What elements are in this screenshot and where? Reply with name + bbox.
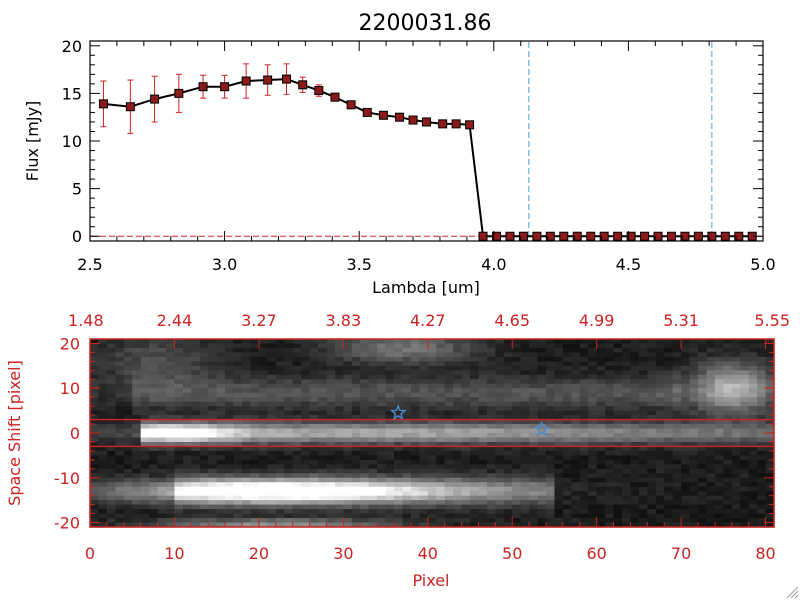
- data-point: [720, 231, 730, 241]
- top-axis-tick-label: 2.44: [157, 311, 193, 330]
- image-y-tick-label: 20: [60, 334, 80, 353]
- data-point: [330, 92, 340, 102]
- image-x-tick-label: 60: [586, 544, 606, 563]
- spectrum-series: [98, 63, 757, 241]
- data-point: [263, 75, 273, 85]
- y-tick-label: 20: [62, 37, 82, 56]
- data-point: [378, 110, 388, 120]
- data-point: [626, 231, 636, 241]
- data-point: [220, 82, 230, 92]
- image-y-tick-label: -20: [54, 514, 80, 533]
- y-tick-label: 15: [62, 84, 82, 103]
- image-y-tick-label: -10: [54, 469, 80, 488]
- data-point: [518, 231, 528, 241]
- data-point: [125, 102, 135, 112]
- image-overlay: [90, 404, 774, 448]
- data-point: [572, 231, 582, 241]
- x-tick-label: 3.0: [212, 255, 237, 274]
- top-axis-tick-label: 3.83: [326, 311, 362, 330]
- data-point: [599, 231, 609, 241]
- data-point: [613, 231, 623, 241]
- spectrum-panel: 2200031.86 2.5 3.0 3.5 4.0 4.5 5.0 0 5 10 15 20 La…: [23, 11, 776, 297]
- spectrum-overlay-lines: [91, 42, 762, 240]
- top-axis-tick-label: 4.65: [494, 311, 530, 330]
- image-y-axis-label: Space Shift [pixel]: [5, 360, 24, 506]
- top-axis-tick-label: 3.27: [241, 311, 277, 330]
- y-tick-label: 0: [72, 227, 82, 246]
- data-point: [314, 86, 324, 96]
- top-axis-tick-label: 5.31: [663, 311, 699, 330]
- data-point: [298, 80, 308, 90]
- data-point: [150, 94, 160, 104]
- top-axis-tick-label: 4.99: [579, 311, 615, 330]
- data-point: [545, 231, 555, 241]
- image-x-tick-label: 80: [755, 544, 775, 563]
- y-tick-label: 10: [62, 132, 82, 151]
- data-point: [505, 231, 515, 241]
- image-y-tick-label: 0: [70, 424, 80, 443]
- data-point: [734, 231, 744, 241]
- top-axis-tick-label: 4.27: [410, 311, 446, 330]
- spectrum-x-axis-label: Lambda [um]: [372, 278, 480, 297]
- data-point: [478, 231, 488, 241]
- image-x-axis-label: Pixel: [412, 571, 449, 590]
- spectrum-image: [90, 339, 775, 528]
- image-x-tick-label: 10: [164, 544, 184, 563]
- spectrum-ticks: 2.5 3.0 3.5 4.0 4.5 5.0 0 5 10 15 20: [62, 37, 776, 274]
- data-point: [491, 231, 501, 241]
- x-tick-label: 4.5: [616, 255, 641, 274]
- image-ticks: 0 10 20 30 40 50 60 70 80 1.48 2.44 3.27 3.83 4.27 4.6…: [54, 311, 790, 563]
- data-point: [362, 107, 372, 117]
- data-point: [451, 119, 461, 129]
- data-point: [707, 231, 717, 241]
- series-line-0: [103, 78, 753, 238]
- top-axis-tick-label: 1.48: [68, 311, 104, 330]
- image-x-tick-label: 20: [249, 544, 269, 563]
- star-marker-icon: [389, 404, 407, 420]
- image-panel: 0 10 20 30 40 50 60 70 80 1.48 2.44 3.27 3.83 4.27 4.6…: [5, 311, 790, 590]
- data-point: [422, 117, 431, 127]
- data-point: [198, 82, 208, 92]
- data-point: [532, 231, 542, 241]
- data-point: [680, 231, 690, 241]
- data-point: [586, 231, 596, 241]
- image-x-tick-label: 50: [502, 544, 522, 563]
- data-point: [346, 100, 356, 110]
- data-point: [282, 74, 292, 84]
- x-tick-label: 5.0: [750, 255, 775, 274]
- x-tick-label: 4.0: [481, 255, 506, 274]
- data-point: [653, 231, 663, 241]
- y-tick-label: 5: [72, 180, 82, 199]
- spectrum-y-axis-label: Flux [mJy]: [23, 101, 42, 182]
- top-axis-tick-label: 5.55: [754, 311, 790, 330]
- star-marker-icon: [533, 420, 551, 437]
- image-x-tick-label: 30: [333, 544, 353, 563]
- data-point: [395, 112, 405, 122]
- data-point: [640, 231, 650, 241]
- spectrum-axes-frame: [89, 40, 764, 242]
- data-point: [98, 99, 108, 109]
- x-tick-label: 3.5: [346, 255, 371, 274]
- image-x-tick-label: 40: [418, 544, 438, 563]
- data-point: [241, 76, 251, 86]
- data-point: [693, 231, 703, 241]
- image-x-tick-label: 70: [671, 544, 691, 563]
- data-point: [174, 88, 184, 98]
- data-point: [465, 120, 475, 130]
- chart-title: 2200031.86: [359, 11, 492, 36]
- x-tick-label: 2.5: [77, 255, 102, 274]
- data-point: [559, 231, 569, 241]
- image-y-tick-label: 10: [60, 379, 80, 398]
- data-point: [408, 115, 418, 125]
- resize-grip-icon[interactable]: [786, 586, 799, 599]
- data-point: [438, 119, 448, 129]
- data-point: [666, 231, 676, 241]
- image-x-tick-label: 0: [85, 544, 95, 563]
